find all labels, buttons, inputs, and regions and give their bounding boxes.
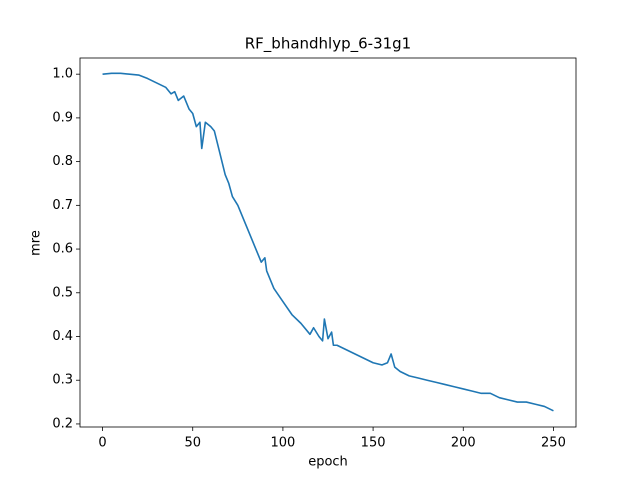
y-tick-label: 1.0 xyxy=(52,67,73,82)
y-tick-label: 0.7 xyxy=(52,198,73,213)
x-tick-label: 100 xyxy=(270,436,295,451)
y-tick-label: 0.8 xyxy=(52,154,73,169)
x-tick-label: 50 xyxy=(184,436,201,451)
chart-title: RF_bhandhlyp_6-31g1 xyxy=(245,35,411,54)
x-tick-label: 150 xyxy=(361,436,386,451)
y-tick-label: 0.4 xyxy=(52,329,73,344)
x-axis-label: epoch xyxy=(308,455,348,470)
x-tick-label: 250 xyxy=(541,436,566,451)
plot-frame xyxy=(79,57,577,428)
x-tick-label: 200 xyxy=(451,436,476,451)
y-tick-label: 0.9 xyxy=(52,110,73,125)
x-tick-label: 0 xyxy=(98,436,106,451)
y-tick-label: 0.2 xyxy=(52,416,73,431)
data-line xyxy=(102,72,554,412)
y-tick-label: 0.5 xyxy=(52,285,73,300)
y-tick-label: 0.6 xyxy=(52,242,73,257)
y-tick-label: 0.3 xyxy=(52,373,73,388)
y-axis-label: mre xyxy=(29,230,44,256)
